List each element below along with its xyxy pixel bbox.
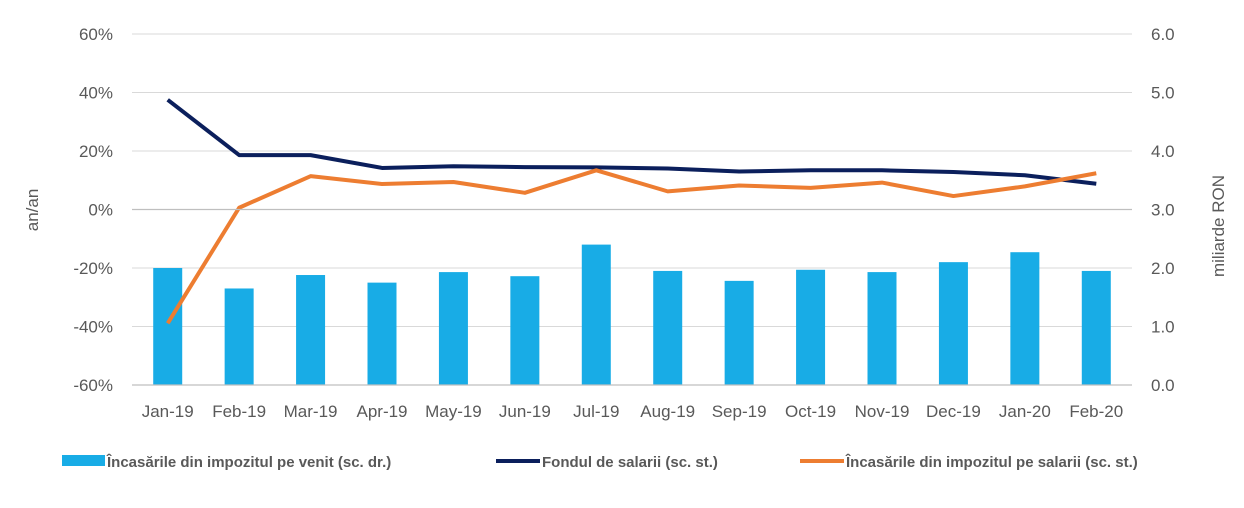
x-tick-label: Nov-19 <box>855 402 910 421</box>
fondul-salarii-line <box>166 98 1097 186</box>
bar <box>938 262 968 385</box>
x-tick-label: Jan-20 <box>999 402 1051 421</box>
legend-label: Încasările din impozitul pe venit (sc. d… <box>106 453 391 471</box>
left-tick-label: 60% <box>79 25 113 44</box>
x-tick-label: Sep-19 <box>712 402 767 421</box>
x-tick-label: Mar-19 <box>284 402 338 421</box>
right-tick-label: 6.0 <box>1151 25 1175 44</box>
left-tick-label: 40% <box>79 84 113 103</box>
x-tick-label: Feb-20 <box>1069 402 1123 421</box>
x-tick-label: Dec-19 <box>926 402 981 421</box>
left-tick-label: -60% <box>73 376 113 395</box>
x-tick-label: Apr-19 <box>356 402 407 421</box>
bar <box>796 269 826 385</box>
bar <box>224 288 254 385</box>
right-tick-label: 2.0 <box>1151 259 1175 278</box>
lines <box>166 98 1097 325</box>
right-tick-label: 5.0 <box>1151 84 1175 103</box>
x-tick-label: Oct-19 <box>785 402 836 421</box>
right-axis-title: miliarde RON <box>1209 175 1228 277</box>
x-tick-label: May-19 <box>425 402 482 421</box>
x-tick-label: Jun-19 <box>499 402 551 421</box>
right-tick-label: 3.0 <box>1151 201 1175 220</box>
legend-label: Încasările din impozitul pe salarii (sc.… <box>845 453 1138 471</box>
right-tick-label: 4.0 <box>1151 142 1175 161</box>
bar <box>296 275 326 385</box>
right-tick-label: 1.0 <box>1151 318 1175 337</box>
left-tick-label: 0% <box>88 201 113 220</box>
bar <box>367 282 397 385</box>
bar <box>1010 252 1040 385</box>
axes: -60% -40% -20% 0% 20% 40% 60% 0.0 1.0 2.0 3.0 4.0 5.… <box>73 25 1174 421</box>
bar <box>653 270 683 385</box>
bar <box>581 244 611 385</box>
bar <box>510 276 540 385</box>
legend-swatch-bar <box>62 455 105 466</box>
x-tick-label: Jul-19 <box>573 402 619 421</box>
bar <box>438 272 468 385</box>
legend: Încasările din impozitul pe venit (sc. d… <box>62 453 1138 471</box>
x-tick-label: Feb-19 <box>212 402 266 421</box>
left-axis-title: an/an <box>23 189 42 232</box>
impozit-salarii-line <box>166 168 1097 325</box>
x-tick-label: Aug-19 <box>640 402 695 421</box>
bar <box>1081 270 1111 385</box>
left-tick-label: -40% <box>73 318 113 337</box>
left-tick-label: -20% <box>73 259 113 278</box>
bars <box>153 244 1111 385</box>
left-tick-label: 20% <box>79 142 113 161</box>
legend-label: Fondul de salarii (sc. st.) <box>542 454 718 471</box>
bar <box>153 268 183 385</box>
bar <box>724 280 754 385</box>
bar <box>867 272 897 385</box>
right-tick-label: 0.0 <box>1151 376 1175 395</box>
x-tick-label: Jan-19 <box>142 402 194 421</box>
